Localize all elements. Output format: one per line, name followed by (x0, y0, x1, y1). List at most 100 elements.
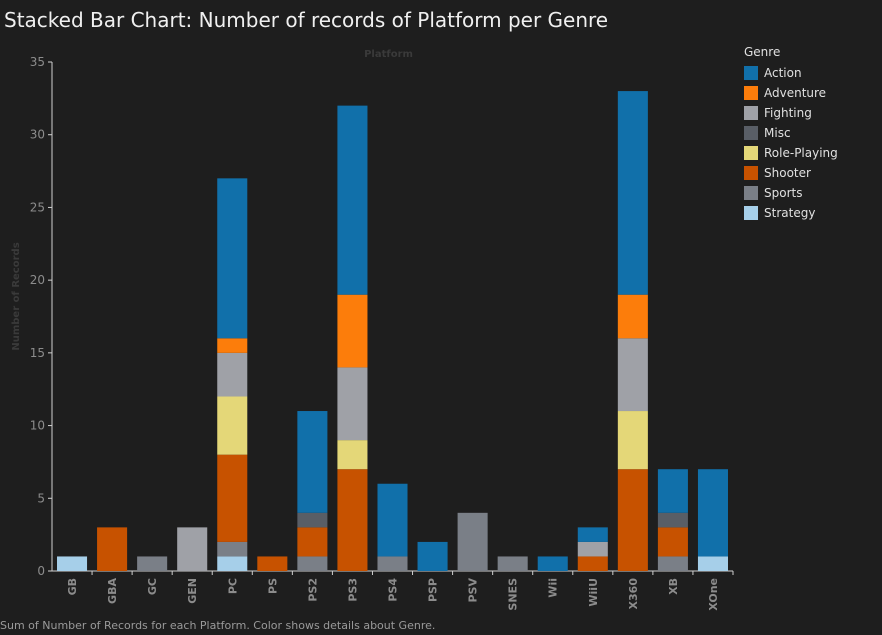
legend-label: Role-Playing (764, 146, 838, 160)
chart-footer: Sum of Number of Records for each Platfo… (0, 619, 436, 632)
y-tick-label: 25 (30, 200, 45, 214)
bar-segment-action-wii[interactable] (537, 556, 568, 571)
bar-segment-shooter-xb[interactable] (657, 527, 688, 557)
bar-segment-action-ps2[interactable] (297, 411, 328, 513)
x-tick-label: GB (66, 578, 79, 595)
x-tick-label: GC (146, 578, 159, 595)
legend-item-shooter[interactable]: Shooter (744, 163, 838, 183)
y-axis: 0 5 10 15 20 25 30 35 (30, 55, 53, 578)
legend-swatch (744, 146, 758, 160)
legend-swatch (744, 166, 758, 180)
x-tick-label: WiiU (587, 578, 600, 607)
legend-item-role-playing[interactable]: Role-Playing (744, 143, 838, 163)
bar-segment-fighting-ps3[interactable] (337, 367, 368, 441)
legend-item-fighting[interactable]: Fighting (744, 103, 838, 123)
y-tick-label: 20 (30, 273, 45, 287)
legend: Genre Action Adventure Fighting Misc Role-Pl… (744, 45, 838, 223)
bar-segment-adventure-pc[interactable] (217, 338, 248, 353)
bar-segment-action-pc[interactable] (217, 178, 248, 339)
bar-segment-strategy-gb[interactable] (57, 556, 88, 571)
x-tick-label: PSV (467, 578, 480, 603)
bar-segment-strategy-pc[interactable] (217, 556, 248, 571)
x-tick-label: GBA (106, 578, 119, 604)
y-tick-label: 15 (30, 346, 45, 360)
bars (57, 91, 728, 571)
x-tick-label: SNES (507, 578, 520, 611)
y-axis-title: Number of Records (11, 242, 22, 350)
bar-segment-misc-xb[interactable] (657, 512, 688, 528)
bar-segment-sports-pc[interactable] (217, 541, 248, 557)
bar-segment-sports-psv[interactable] (457, 512, 488, 571)
legend-label: Adventure (764, 86, 827, 100)
bar-segment-fighting-gen[interactable] (177, 527, 208, 571)
legend-title: Genre (744, 45, 781, 59)
legend-swatch (744, 126, 758, 140)
legend-label: Shooter (764, 166, 811, 180)
legend-swatch (744, 106, 758, 120)
bar-segment-shooter-ps2[interactable] (297, 527, 328, 557)
legend-swatch (744, 206, 758, 220)
legend-swatch (744, 66, 758, 80)
bar-segment-action-x360[interactable] (617, 91, 648, 295)
bar-segment-shooter-gba[interactable] (97, 527, 128, 571)
legend-item-adventure[interactable]: Adventure (744, 83, 838, 103)
bar-segment-action-psp[interactable] (417, 541, 448, 571)
x-tick-label: PS4 (387, 578, 400, 602)
bar-segment-sports-ps4[interactable] (377, 556, 408, 571)
bar-segment-fighting-x360[interactable] (617, 338, 648, 412)
y-tick-label: 30 (30, 128, 45, 142)
bar-segment-strategy-xone[interactable] (697, 556, 728, 571)
bar-segment-shooter-ps3[interactable] (337, 469, 368, 571)
x-tick-label: Wii (547, 578, 560, 598)
legend-item-strategy[interactable]: Strategy (744, 203, 838, 223)
bar-segment-sports-snes[interactable] (497, 556, 528, 571)
bar-segment-role-playing-pc[interactable] (217, 396, 248, 455)
x-tick-label: PC (226, 578, 239, 594)
bar-segment-misc-ps2[interactable] (297, 512, 328, 528)
legend-item-sports[interactable]: Sports (744, 183, 838, 203)
x-axis: GB GBA GC GEN PC PS PS2 PS3 PS4 PSP PSV SNES Wii WiiU… (52, 570, 734, 611)
y-tick-label: 35 (30, 55, 45, 69)
x-tick-label: X360 (627, 578, 640, 610)
bar-segment-role-playing-ps3[interactable] (337, 440, 368, 470)
bar-segment-shooter-ps[interactable] (257, 556, 288, 571)
legend-label: Sports (764, 186, 803, 200)
bar-segment-action-xone[interactable] (697, 469, 728, 557)
x-tick-label: PS (266, 578, 279, 594)
bar-segment-adventure-ps3[interactable] (337, 294, 368, 368)
legend-swatch (744, 186, 758, 200)
bar-segment-sports-xb[interactable] (657, 556, 688, 571)
chart-plot: 0 5 10 15 20 25 30 35 GB GBA GC GEN PC PS PS2 PS3 PS4 PS… (11, 49, 734, 611)
legend-item-action[interactable]: Action (744, 63, 838, 83)
x-tick-label: GEN (186, 578, 199, 604)
bar-segment-role-playing-x360[interactable] (617, 411, 648, 470)
chart-title: Stacked Bar Chart: Number of records of … (4, 8, 609, 32)
legend-swatch (744, 86, 758, 100)
legend-item-misc[interactable]: Misc (744, 123, 838, 143)
legend-items: Action Adventure Fighting Misc Role-Playing S… (744, 63, 838, 223)
bar-segment-sports-gc[interactable] (137, 556, 168, 571)
x-tick-label: PSP (427, 578, 440, 602)
bar-segment-shooter-wiiu[interactable] (577, 556, 608, 571)
y-tick-label: 5 (37, 491, 45, 505)
bar-segment-shooter-x360[interactable] (617, 469, 648, 571)
bar-segment-shooter-pc[interactable] (217, 454, 248, 542)
y-tick-label: 0 (37, 564, 45, 578)
legend-label: Strategy (764, 206, 816, 220)
bar-segment-action-ps4[interactable] (377, 483, 408, 557)
legend-label: Misc (764, 126, 791, 140)
x-tick-label: XOne (707, 578, 720, 611)
x-axis-title: Platform (364, 49, 413, 60)
bar-segment-sports-ps2[interactable] (297, 556, 328, 571)
x-tick-label: PS2 (306, 578, 319, 602)
bar-segment-action-wiiu[interactable] (577, 527, 608, 542)
bar-segment-adventure-x360[interactable] (617, 294, 648, 339)
bar-segment-action-xb[interactable] (657, 469, 688, 513)
x-tick-label: PS3 (346, 578, 359, 602)
bar-segment-fighting-wiiu[interactable] (577, 541, 608, 557)
y-tick-label: 10 (30, 419, 45, 433)
bar-segment-action-ps3[interactable] (337, 105, 368, 295)
x-tick-label: XB (667, 578, 680, 595)
legend-label: Action (764, 66, 802, 80)
bar-segment-fighting-pc[interactable] (217, 352, 248, 397)
